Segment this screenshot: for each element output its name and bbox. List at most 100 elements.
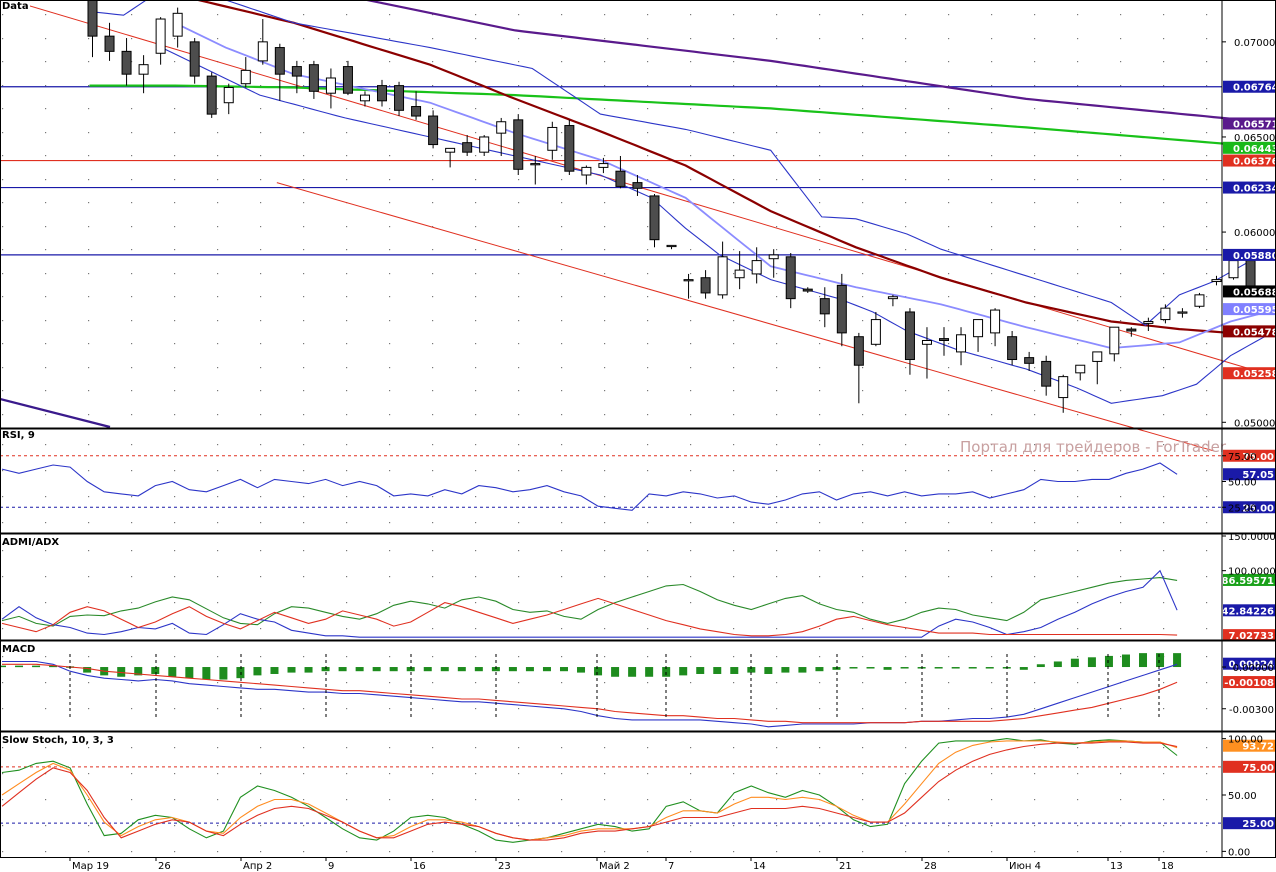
candle-down	[700, 277, 711, 294]
macd-histogram-bar	[406, 667, 415, 672]
macd-histogram-bar	[747, 667, 756, 673]
macd-histogram-bar	[849, 667, 858, 669]
y-tick-label: 100.00000	[1228, 567, 1276, 578]
macd-histogram-bar	[151, 667, 160, 674]
candle-down	[377, 85, 388, 102]
macd-histogram-bar	[1036, 664, 1045, 668]
macd-histogram-bar	[951, 667, 960, 669]
macd-histogram-bar	[934, 667, 943, 669]
y-tick-label: 75.00	[1228, 452, 1257, 463]
candle-down	[411, 106, 422, 117]
k-line	[1, 738, 1178, 843]
macd-histogram-bar	[134, 667, 143, 676]
candle-down	[428, 115, 439, 146]
x-tick-label: Мар 19	[72, 861, 109, 872]
candle-down	[462, 142, 473, 153]
channel-line	[276, 182, 1214, 452]
candle-down	[1126, 328, 1137, 332]
bb-mid-line	[174, 21, 1276, 350]
ma-darkred-line	[193, 0, 1276, 335]
candle-up	[547, 126, 558, 151]
candle-down	[513, 119, 524, 170]
d-line	[1, 740, 1178, 841]
candle-down	[394, 85, 405, 111]
macd-histogram-bar	[679, 667, 688, 676]
candle-up	[445, 147, 456, 153]
value-tag-label: 75.00	[1242, 763, 1274, 774]
x-tick-label: 16	[413, 861, 426, 872]
macd-histogram-bar	[525, 667, 534, 672]
macd-histogram-bar	[764, 667, 773, 674]
candle-up	[138, 64, 149, 75]
admi-panel: 86.59571 42.84226 7.02733 150.00000 100.000…	[1, 532, 1276, 642]
macd-histogram-bar	[117, 667, 126, 677]
candle-down	[104, 35, 115, 52]
price-tag-box	[1223, 303, 1275, 316]
price-panel: 0.06764 0.06571 0.06443 0.06376 0.06234 0.058…	[0, 0, 1276, 452]
macd-histogram-bar	[832, 667, 841, 670]
price-tag-label: 0.05688	[1233, 287, 1276, 298]
candle-down	[904, 311, 915, 361]
candle-up	[734, 269, 745, 279]
macd-histogram-bar	[168, 667, 177, 677]
macd-histogram-bar	[1121, 654, 1130, 668]
macd-histogram-bar	[1104, 655, 1113, 668]
price-indicator-lines	[0, 0, 1276, 429]
price-tick-label: 0.05000	[1234, 418, 1275, 429]
macd-histogram-bar	[202, 667, 211, 680]
ma-green-line	[89, 84, 1276, 150]
price-tag-box	[1223, 141, 1275, 154]
price-candles	[87, 0, 1256, 413]
x-tick-label: 13	[1110, 861, 1123, 872]
slow-d-line	[1, 741, 1178, 841]
x-tick-label: 26	[158, 861, 171, 872]
x-tick-label: 7	[668, 861, 674, 872]
macd-histogram-bar	[15, 665, 24, 668]
signal-line	[2, 663, 1178, 724]
macd-histogram-bar	[798, 667, 807, 673]
price-ticks: 0.07000 0.06500 0.06000 0.05000	[1222, 38, 1275, 429]
candle-down	[615, 170, 626, 187]
candle-up	[887, 296, 898, 300]
y-tick-label: 50.00	[1228, 791, 1257, 802]
macd-histogram-bar	[304, 667, 313, 673]
y-tick-label: 150.00000	[1228, 532, 1276, 543]
macd-histogram-bar	[968, 667, 977, 669]
macd-histogram-bar	[508, 667, 517, 672]
macd-histogram-bar	[1087, 657, 1096, 668]
candle-up	[598, 163, 609, 168]
candle-up	[223, 87, 234, 104]
candle-down	[649, 195, 660, 241]
macd-histogram-bar	[287, 667, 296, 673]
macd-histogram-bar	[1053, 661, 1062, 668]
macd-histogram-bar	[457, 667, 466, 672]
macd-histogram-bar	[1156, 653, 1165, 668]
macd-histogram-bar	[440, 667, 449, 672]
macd-histogram-bar	[253, 667, 262, 676]
value-tag-box	[1223, 817, 1275, 830]
candle-down	[802, 288, 813, 292]
candle-up	[1058, 376, 1069, 399]
price-tick-label: 0.06000	[1234, 228, 1275, 239]
price-tag-box	[1223, 285, 1275, 298]
macd-histogram-bar	[662, 667, 671, 677]
y-tick-label: 50.00	[1228, 478, 1257, 489]
ma-violet-line	[361, 0, 1276, 125]
macd-histogram-bar	[866, 667, 875, 669]
macd-histogram-bar	[0, 665, 6, 668]
candle-up	[973, 319, 984, 338]
macd-histogram-bar	[594, 667, 603, 676]
macd-panel-title: MACD	[2, 644, 35, 655]
candle-up	[751, 260, 762, 275]
y-tick-label: 100.00	[1228, 735, 1263, 746]
macd-histogram-bar	[696, 667, 705, 674]
price-tag-box	[1223, 325, 1275, 338]
value-tag-box	[1223, 468, 1275, 481]
candle-up	[870, 319, 881, 345]
rsi-line	[1, 462, 1178, 511]
price-tag-label: 0.06764	[1233, 83, 1276, 94]
rsi-panel-title: RSI, 9	[2, 430, 35, 441]
candle-down	[1041, 360, 1052, 387]
price-tag-label: 0.06443	[1233, 144, 1276, 155]
candle-up	[1177, 311, 1188, 314]
